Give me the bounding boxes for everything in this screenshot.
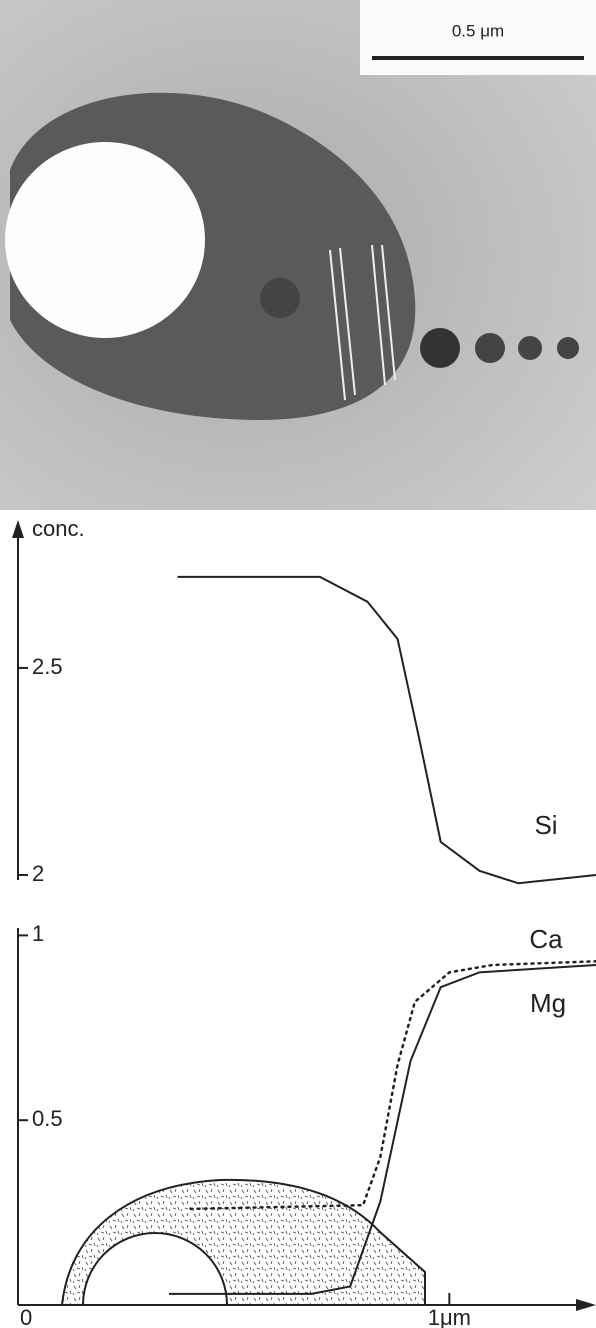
scale-bar-label: 0.5 μm (452, 21, 504, 40)
x-axis-arrow (576, 1299, 596, 1311)
series-line (168, 963, 596, 1295)
y-tick-label: 2.5 (32, 654, 63, 679)
y-axis-label: conc. (32, 516, 85, 541)
series-line (189, 960, 596, 1211)
y-axis-arrow (12, 520, 24, 538)
series-line (177, 575, 596, 885)
x-tick-label: 1μm (428, 1305, 471, 1328)
particle-core (81, 1232, 229, 1306)
series-label: Mg (530, 988, 566, 1018)
x-tick-label: 0 (20, 1305, 32, 1328)
y-tick-label: 1 (32, 921, 44, 946)
micrograph: 0.5 μm (0, 0, 596, 510)
y-tick-label: 2 (32, 861, 44, 886)
series-label: Si (534, 810, 557, 840)
series-label: Ca (529, 924, 563, 954)
y-tick-label: 0.5 (32, 1106, 63, 1131)
